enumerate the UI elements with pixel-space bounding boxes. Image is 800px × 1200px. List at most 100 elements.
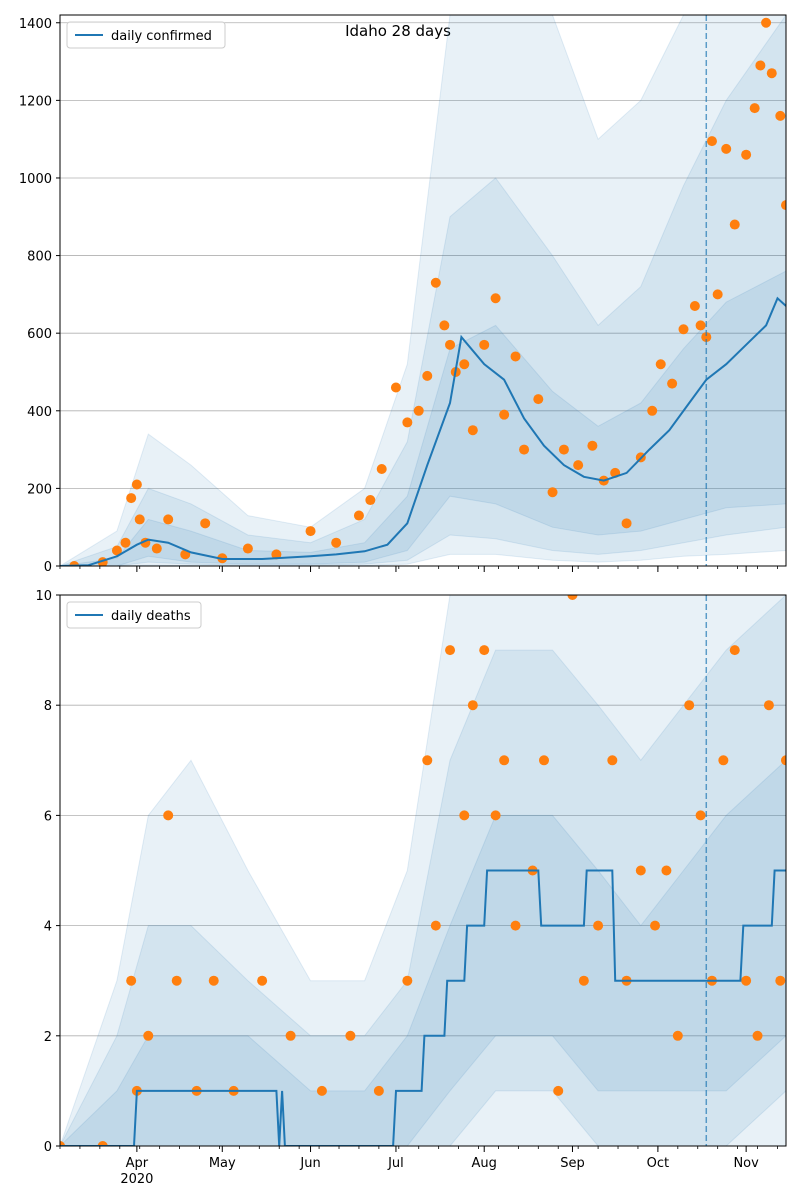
- data-point: [345, 1030, 356, 1041]
- series-line: [60, 296, 786, 566]
- data-point: [741, 975, 752, 986]
- data-point: [695, 320, 706, 331]
- data-point: [706, 136, 717, 147]
- uncertainty-band: [60, 595, 786, 1146]
- data-point: [721, 143, 732, 154]
- data-point: [695, 810, 706, 821]
- legend-label: daily confirmed: [111, 29, 212, 44]
- data-point: [533, 394, 544, 405]
- data-point: [376, 463, 387, 474]
- data-point: [422, 370, 433, 381]
- y-tick-label: 1000: [19, 172, 52, 187]
- data-point: [661, 865, 672, 876]
- data-point: [729, 645, 740, 656]
- uncertainty-band: [60, 270, 786, 566]
- data-point: [752, 1030, 763, 1041]
- uncertainty-band: [60, 15, 786, 566]
- axes-frame: [59, 594, 787, 1147]
- y-tick-label: 4: [44, 920, 52, 935]
- y-tick-label: 2: [44, 1030, 52, 1045]
- data-point: [402, 975, 413, 986]
- data-point: [479, 339, 490, 350]
- data-point: [163, 514, 174, 525]
- data-point: [749, 103, 760, 114]
- deaths-panel: 0 2 4 6 8 10 Apr May Jun Jul Aug Sep Oct Nov 2020 daily…: [35, 589, 787, 1187]
- data-point: [755, 60, 766, 71]
- data-point: [781, 755, 786, 766]
- x-year-label: 2020: [120, 1172, 153, 1187]
- data-point: [593, 920, 604, 931]
- data-point: [490, 810, 501, 821]
- data-point: [316, 1085, 327, 1096]
- data-point: [763, 700, 774, 711]
- data-point: [553, 1085, 564, 1096]
- x-tick-label: Sep: [560, 1156, 585, 1171]
- data-point: [510, 351, 521, 362]
- data-point: [97, 1141, 108, 1146]
- uncertainty-band: [60, 595, 786, 1146]
- legend: daily confirmed: [66, 21, 226, 49]
- y-tick-label: 8: [44, 699, 52, 714]
- data-point: [621, 518, 632, 529]
- data-point: [459, 810, 470, 821]
- y-tick-label: 200: [27, 482, 52, 497]
- data-point: [547, 487, 558, 498]
- data-point: [430, 277, 441, 288]
- data-point: [171, 975, 182, 986]
- data-point: [578, 975, 589, 986]
- data-point: [413, 405, 424, 416]
- data-point: [200, 518, 211, 529]
- y-tick-label: 1200: [19, 94, 52, 109]
- data-point: [775, 110, 786, 121]
- y-tick-label: 1400: [19, 17, 52, 32]
- data-point: [120, 537, 131, 548]
- data-point: [672, 1030, 683, 1041]
- legend-label: daily deaths: [111, 609, 191, 624]
- data-point: [126, 975, 137, 986]
- data-point: [607, 755, 618, 766]
- data-point: [422, 755, 433, 766]
- data-point: [499, 409, 510, 420]
- data-point: [667, 378, 678, 389]
- data-point: [647, 405, 658, 416]
- data-point: [430, 920, 441, 931]
- data-point: [285, 1030, 296, 1041]
- data-point: [650, 920, 661, 931]
- x-tick-label: Apr: [126, 1156, 149, 1171]
- data-point: [459, 359, 470, 370]
- data-point: [271, 549, 282, 560]
- data-point: [373, 1085, 384, 1096]
- figure-title: Idaho 28 days: [345, 22, 451, 40]
- legend: daily deaths: [66, 601, 202, 629]
- data-point: [305, 526, 316, 537]
- data-point: [126, 493, 137, 504]
- data-point: [567, 595, 578, 600]
- data-point: [701, 332, 712, 343]
- data-point: [131, 479, 142, 490]
- data-point: [163, 810, 174, 821]
- data-point: [402, 417, 413, 428]
- confirmed-panel: 0 200 400 600 800 1000 1200 1400 daily confirmed: [19, 14, 787, 575]
- data-point: [761, 17, 772, 28]
- data-point: [689, 301, 700, 312]
- data-point: [775, 975, 786, 986]
- y-tick-label: 6: [44, 809, 52, 824]
- data-point: [353, 510, 364, 521]
- data-point: [134, 514, 145, 525]
- data-point: [519, 444, 530, 455]
- data-point: [467, 425, 478, 436]
- data-point: [445, 339, 456, 350]
- data-point: [766, 68, 777, 79]
- data-point: [479, 645, 490, 656]
- data-point: [510, 920, 521, 931]
- x-tick-label: Jul: [387, 1156, 404, 1171]
- legend-box: [66, 601, 202, 629]
- data-point: [467, 700, 478, 711]
- data-point: [499, 755, 510, 766]
- data-point: [712, 289, 723, 300]
- data-point: [365, 495, 376, 506]
- data-point: [151, 543, 162, 554]
- data-point: [781, 200, 786, 211]
- data-point: [445, 645, 456, 656]
